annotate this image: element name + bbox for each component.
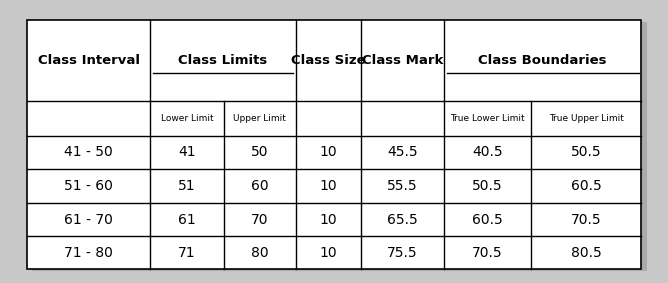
Text: 50: 50 <box>251 145 269 159</box>
Text: True Upper Limit: True Upper Limit <box>548 114 624 123</box>
Text: 61: 61 <box>178 213 196 227</box>
Text: 71: 71 <box>178 246 196 260</box>
Text: Lower Limit: Lower Limit <box>161 114 213 123</box>
Text: 45.5: 45.5 <box>387 145 418 159</box>
Text: 70.5: 70.5 <box>571 213 601 227</box>
Text: Class Mark: Class Mark <box>362 54 443 67</box>
Text: 70.5: 70.5 <box>472 246 503 260</box>
Text: Upper Limit: Upper Limit <box>233 114 287 123</box>
Text: 75.5: 75.5 <box>387 246 418 260</box>
Text: 51 - 60: 51 - 60 <box>64 179 113 193</box>
Text: 10: 10 <box>319 179 337 193</box>
FancyBboxPatch shape <box>27 20 641 269</box>
Text: 40.5: 40.5 <box>472 145 503 159</box>
Text: Class Size: Class Size <box>291 54 365 67</box>
Text: 50.5: 50.5 <box>571 145 601 159</box>
Text: 70: 70 <box>251 213 269 227</box>
Text: 71 - 80: 71 - 80 <box>64 246 113 260</box>
Text: 55.5: 55.5 <box>387 179 418 193</box>
Text: 50.5: 50.5 <box>472 179 503 193</box>
Text: 65.5: 65.5 <box>387 213 418 227</box>
Text: Class Interval: Class Interval <box>37 54 140 67</box>
Text: 60.5: 60.5 <box>570 179 602 193</box>
Text: 41: 41 <box>178 145 196 159</box>
Text: 10: 10 <box>319 213 337 227</box>
Text: 80.5: 80.5 <box>570 246 602 260</box>
Text: 61 - 70: 61 - 70 <box>64 213 113 227</box>
Text: True Lower Limit: True Lower Limit <box>450 114 525 123</box>
Text: 10: 10 <box>319 246 337 260</box>
Text: 51: 51 <box>178 179 196 193</box>
Text: 60: 60 <box>251 179 269 193</box>
Text: Class Boundaries: Class Boundaries <box>478 54 607 67</box>
Text: 10: 10 <box>319 145 337 159</box>
Text: 60.5: 60.5 <box>472 213 503 227</box>
Text: 80: 80 <box>251 246 269 260</box>
FancyBboxPatch shape <box>32 22 647 271</box>
Text: Class Limits: Class Limits <box>178 54 268 67</box>
Text: 41 - 50: 41 - 50 <box>64 145 113 159</box>
